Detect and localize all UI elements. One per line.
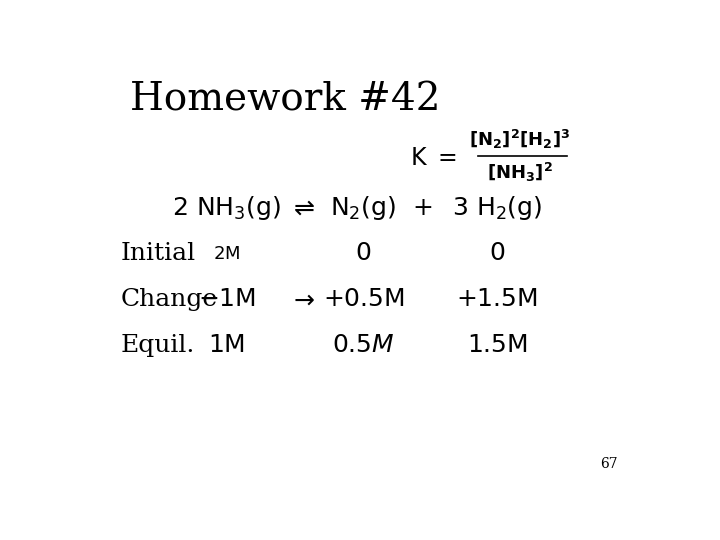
Text: $\mathrm{2M}$: $\mathrm{2M}$: [213, 245, 240, 263]
Text: $-1\mathrm{M}$: $-1\mathrm{M}$: [198, 288, 256, 311]
Text: $+0.5\mathrm{M}$: $+0.5\mathrm{M}$: [323, 288, 405, 311]
Text: $\mathbf{[N_2]^2[H_2]^3}$: $\mathbf{[N_2]^2[H_2]^3}$: [469, 128, 570, 151]
Text: $0$: $0$: [355, 242, 372, 266]
Text: Equil.: Equil.: [121, 334, 195, 357]
Text: $\mathrm{N_2(g)}$: $\mathrm{N_2(g)}$: [330, 194, 397, 222]
Text: $+1.5\mathrm{M}$: $+1.5\mathrm{M}$: [456, 288, 539, 311]
Text: $\mathrm{K}\ =$: $\mathrm{K}\ =$: [410, 147, 456, 170]
Text: $\mathit{0.5M}$: $\mathit{0.5M}$: [332, 334, 395, 357]
Text: 67: 67: [600, 457, 618, 471]
Text: Initial: Initial: [121, 242, 196, 266]
Text: $1\mathrm{M}$: $1\mathrm{M}$: [208, 334, 246, 357]
Text: $0$: $0$: [489, 242, 505, 266]
Text: Homework #42: Homework #42: [130, 82, 441, 119]
Text: $\rightleftharpoons$: $\rightleftharpoons$: [289, 196, 315, 220]
Text: $+$: $+$: [412, 196, 432, 220]
Text: $3\ \mathrm{H_2(g)}$: $3\ \mathrm{H_2(g)}$: [452, 194, 542, 222]
Text: $2\ \mathrm{NH_3(g)}$: $2\ \mathrm{NH_3(g)}$: [172, 194, 281, 222]
Text: Change: Change: [121, 288, 218, 311]
Text: $1.5\mathrm{M}$: $1.5\mathrm{M}$: [467, 334, 528, 357]
Text: $\rightarrow$: $\rightarrow$: [289, 288, 315, 312]
Text: $\mathbf{[NH_3]^2}$: $\mathbf{[NH_3]^2}$: [487, 161, 553, 185]
